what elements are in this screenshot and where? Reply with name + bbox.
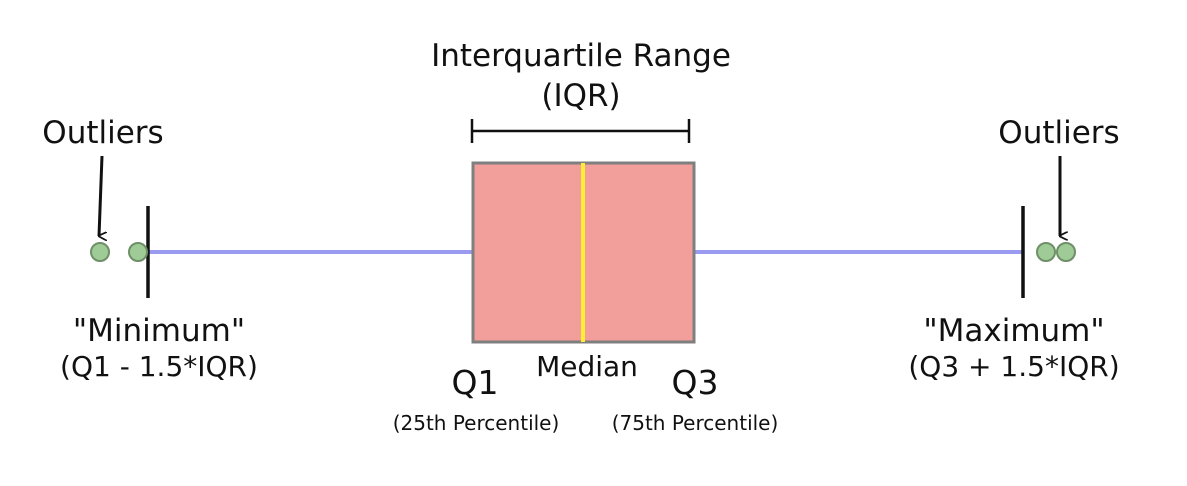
minimum-label: "Minimum" [73,313,245,349]
maximum-label: "Maximum" [923,313,1104,349]
q1-sublabel: (25th Percentile) [393,411,560,435]
outlier-point [1056,242,1076,262]
median-label: Median [536,350,638,383]
outlier-point [90,242,110,262]
iqr-abbrev: (IQR) [541,78,620,114]
maximum-formula: (Q3 + 1.5*IQR) [908,350,1119,383]
outlier-point [1036,242,1056,262]
q3-label: Q3 [672,363,719,402]
outliers-left-arrow [97,155,102,236]
minimum-formula: (Q1 - 1.5*IQR) [60,350,258,383]
outlier-point [128,242,148,262]
outliers-right-label: Outliers [998,115,1119,151]
outliers-left-label: Outliers [42,115,163,151]
q3-sublabel: (75th Percentile) [612,411,779,435]
q1-label: Q1 [452,363,499,402]
iqr-title: Interquartile Range [431,38,731,74]
iqr-bracket [470,119,691,143]
